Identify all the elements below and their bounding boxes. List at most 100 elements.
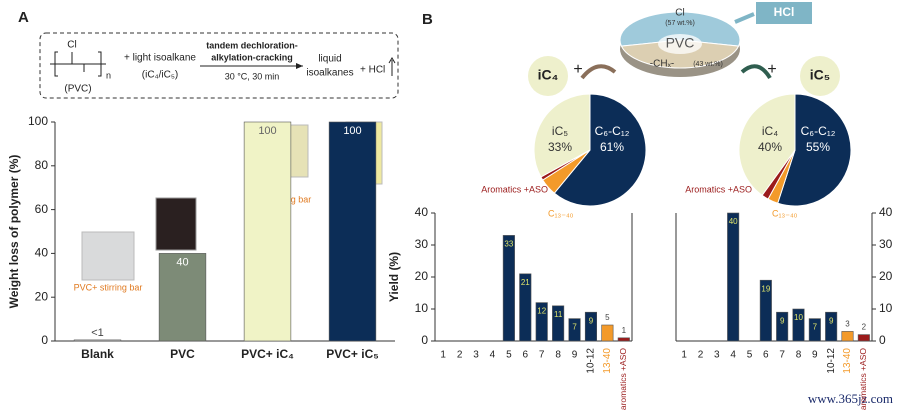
x-tick-label: 5 (506, 350, 512, 361)
byproduct: + HCl (360, 65, 385, 76)
value-label: 12 (537, 307, 546, 316)
product: liquid (318, 54, 341, 65)
x-tick-label: PVC+ iC₄ (241, 347, 294, 361)
bar (73, 339, 122, 342)
x-tick-label: 10-12 (586, 348, 597, 374)
pie-title: PVC (666, 35, 695, 51)
y-tick-label: 30 (415, 237, 429, 251)
pie-slice (777, 93, 852, 207)
value-label: 19 (761, 284, 770, 293)
y-axis-label: Yield (%) (387, 252, 401, 302)
slice-value: 33% (548, 140, 572, 154)
y-tick-label: 40 (35, 246, 49, 260)
y-tick-label: 40 (879, 205, 893, 219)
curved-arrow (740, 64, 772, 80)
bar (584, 311, 598, 342)
bar (825, 311, 838, 342)
curved-arrow (580, 64, 617, 80)
arrow-top: alkylation-cracking (211, 52, 293, 62)
x-tick-label: 1 (440, 350, 446, 361)
x-tick-label: 3 (473, 350, 479, 361)
y-tick-label: 100 (28, 114, 48, 128)
x-tick-label: 6 (763, 350, 769, 361)
bar (328, 121, 377, 342)
bar (552, 305, 565, 342)
panel-label: B (422, 11, 433, 28)
bar (617, 337, 630, 342)
slice-label: C₁₃₋₄₀ (772, 208, 798, 218)
x-tick-label: aromatics +ASO (858, 348, 868, 411)
y-tick-label: 20 (879, 269, 893, 283)
arrow-head (296, 63, 303, 69)
y-tick-label: 20 (415, 269, 429, 283)
bar (502, 235, 515, 342)
x-tick-label: 8 (555, 350, 561, 361)
slice-label: Aromatics +ASO (481, 184, 548, 194)
y-tick-label: 10 (879, 301, 893, 315)
value-label: 9 (829, 316, 834, 325)
value-label: 10 (794, 313, 803, 322)
value-label: 100 (258, 125, 276, 137)
pie-slice (553, 93, 647, 207)
bar (535, 302, 548, 342)
bar (568, 318, 581, 342)
value-label: 7 (813, 323, 818, 332)
bar (158, 253, 207, 342)
x-tick-label: 1 (681, 350, 687, 361)
reactant: + light isoalkane (124, 53, 196, 64)
y-tick-label: 40 (415, 205, 429, 219)
arrow-top: tandem dechloration- (206, 40, 298, 50)
y-tick-label: 20 (35, 289, 49, 303)
slice-value: (57 wt.%) (665, 20, 695, 27)
slice-label: C₆-C₁₂ (801, 124, 836, 138)
watermark: www.365jz.com (808, 391, 893, 406)
hcl-arrow (734, 12, 755, 24)
value-label: 9 (589, 316, 594, 325)
value-label: 40 (729, 217, 738, 226)
reactant-detail: (iC₄/iC₅) (142, 70, 178, 81)
annotation: PVC+ stirring bar (74, 282, 143, 292)
photo (81, 231, 135, 281)
panel-label: A (18, 9, 29, 26)
y-tick-label: 0 (879, 333, 886, 347)
y-tick-label: 10 (415, 301, 429, 315)
slice-value: 61% (600, 140, 624, 154)
substituent: Cl (67, 40, 76, 51)
bar (759, 279, 772, 342)
x-tick-label: 4 (730, 350, 736, 361)
y-tick-label: 0 (421, 333, 428, 347)
pie-slice (533, 93, 591, 178)
y-tick-label: 60 (35, 202, 49, 216)
x-tick-label: 2 (457, 350, 463, 361)
slice-label: C₁₃₋₄₀ (548, 208, 574, 218)
x-tick-label: 9 (812, 350, 818, 361)
x-tick-label: 8 (796, 350, 802, 361)
x-tick-label: 4 (490, 350, 496, 361)
feed-bubble (800, 56, 840, 96)
x-tick-label: 6 (523, 350, 529, 361)
slice-label: iC₅ (552, 124, 568, 138)
bar (776, 311, 789, 342)
plus: + (573, 61, 582, 78)
bar (808, 318, 821, 342)
x-tick-label: 5 (747, 350, 753, 361)
x-tick-label: 13-40 (842, 348, 853, 374)
title-badge (658, 34, 702, 54)
bar (857, 334, 870, 342)
scheme-box (39, 32, 399, 99)
value-label: 11 (554, 310, 563, 319)
x-tick-label: 2 (698, 350, 704, 361)
arrow-bottom: 30 °C, 30 min (225, 71, 280, 81)
value-label: 40 (176, 256, 188, 268)
bar (841, 331, 854, 342)
product: isoalkanes (306, 68, 353, 79)
value-label: 7 (572, 323, 577, 332)
x-tick-label: 7 (539, 350, 545, 361)
x-tick-label: 13-40 (602, 348, 613, 374)
x-tick-label: aromatics +ASO (618, 348, 628, 411)
x-tick-label: 9 (572, 350, 578, 361)
slice-value: 40% (758, 140, 782, 154)
plus: + (767, 61, 776, 78)
photo (155, 197, 197, 251)
